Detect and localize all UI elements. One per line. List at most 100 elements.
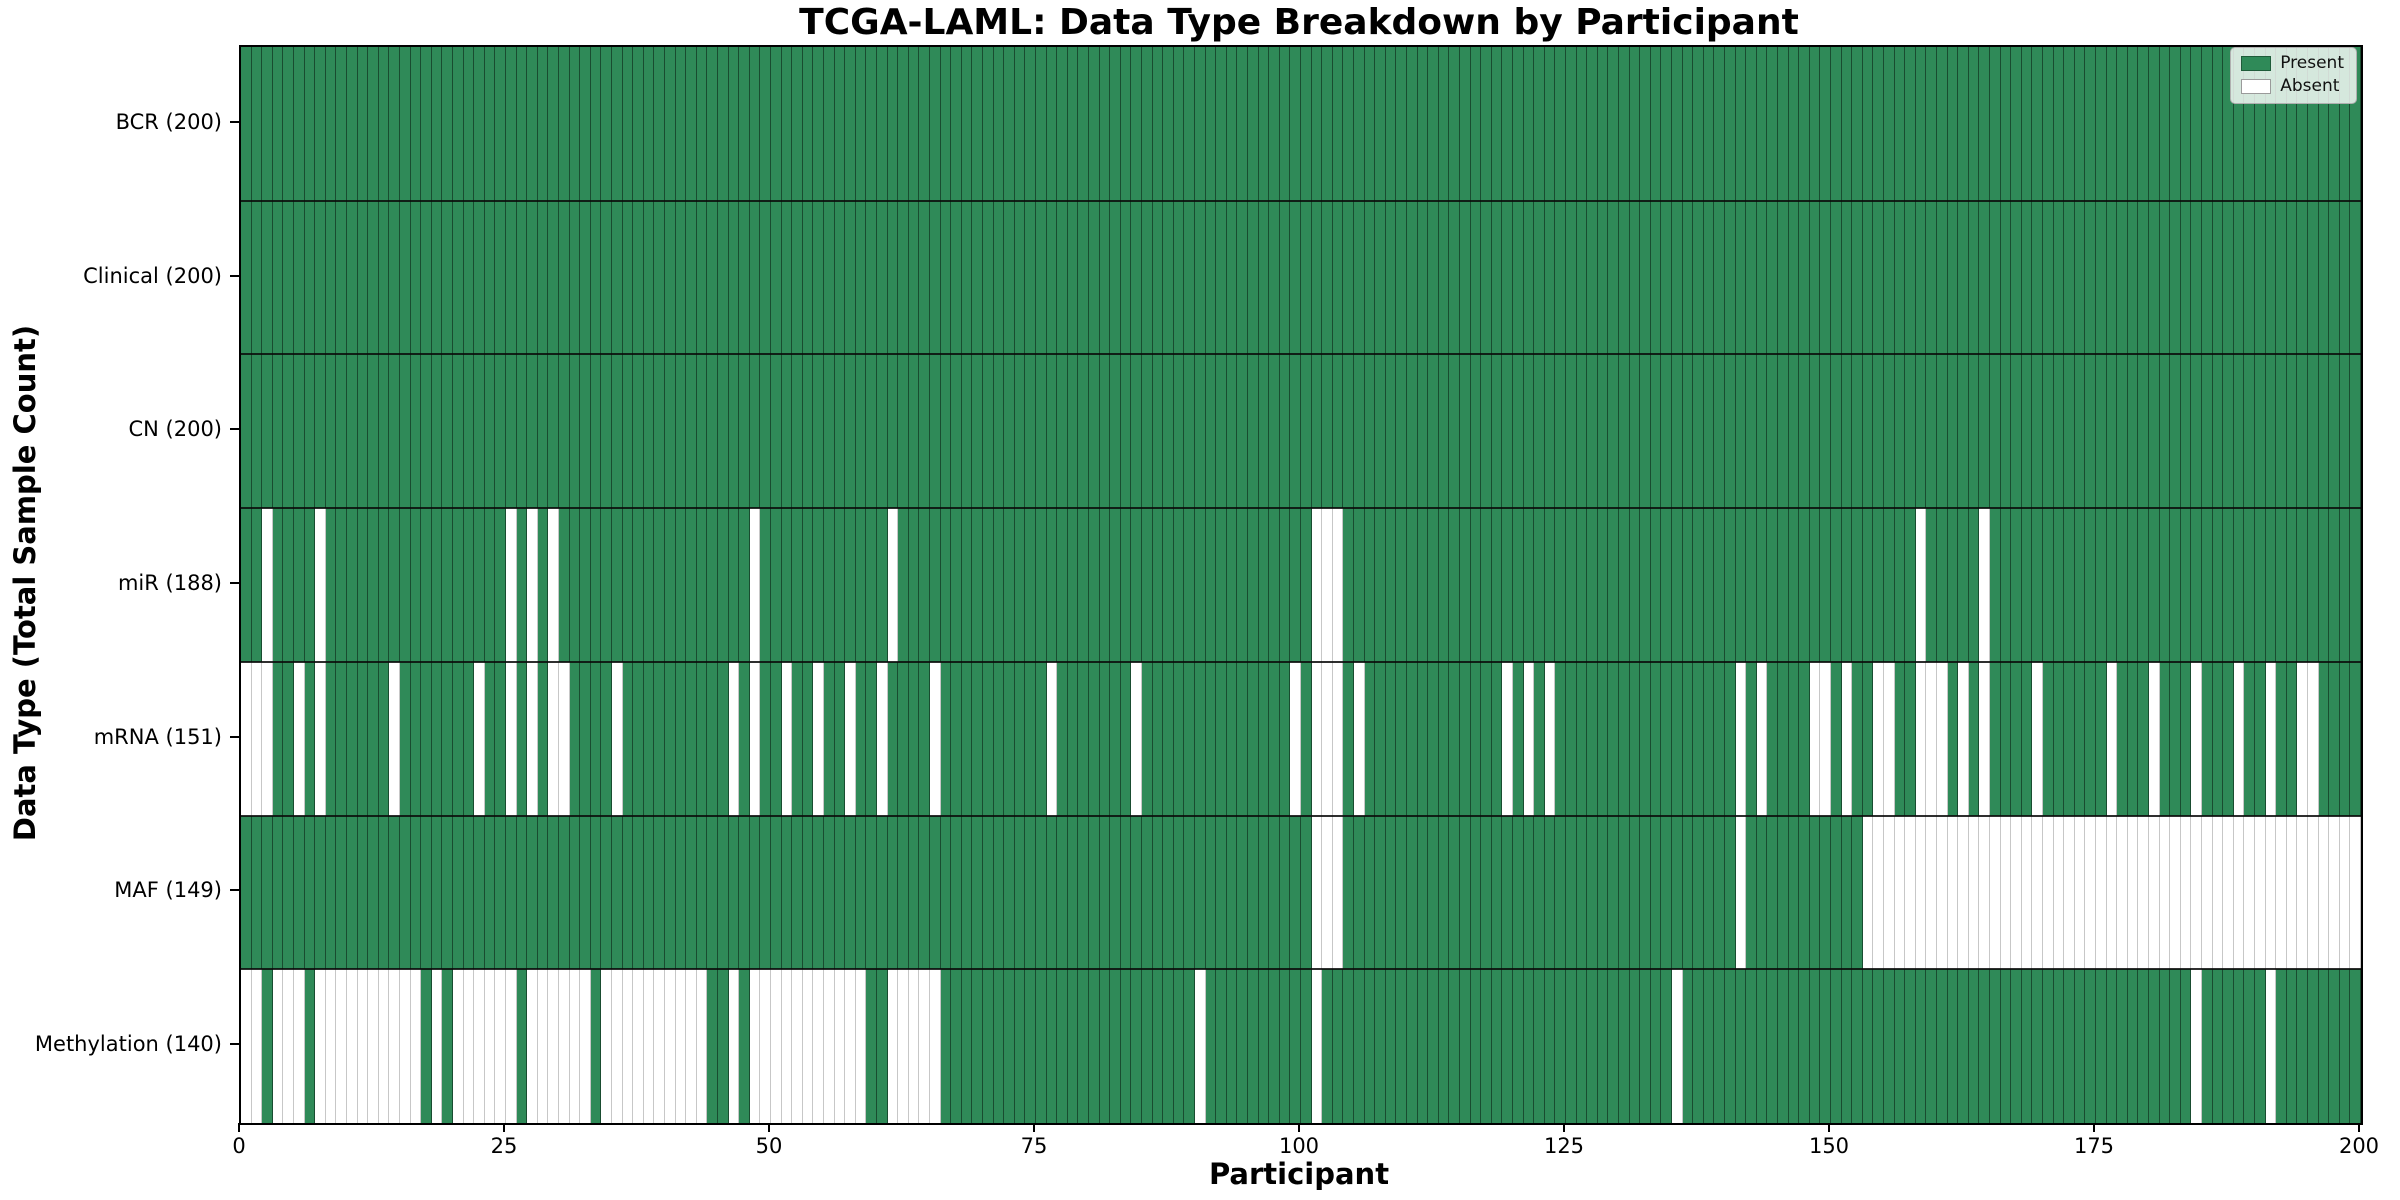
heatmap-cell-present <box>2011 661 2022 816</box>
heatmap-cell-present <box>2117 354 2128 509</box>
heatmap-cell-present <box>940 354 952 509</box>
heatmap-cell-present <box>1937 508 1948 662</box>
heatmap-cell-present <box>1067 47 1079 201</box>
heatmap-cell-present <box>378 815 390 970</box>
heatmap-cell-absent <box>484 969 496 1123</box>
heatmap-cell-present <box>771 200 782 355</box>
heatmap-cell-absent <box>2021 815 2033 970</box>
heatmap-cell-present <box>410 661 422 816</box>
heatmap-cell-present <box>2180 354 2192 509</box>
heatmap-cell-absent <box>2085 815 2096 970</box>
heatmap-cell-present <box>442 969 453 1123</box>
heatmap-cell-present <box>1099 815 1111 970</box>
heatmap-cell-present <box>2170 47 2181 201</box>
heatmap-cell-present <box>1968 661 1980 816</box>
heatmap-cell-present <box>548 47 559 201</box>
heatmap-cell-present <box>378 508 390 662</box>
heatmap-cell-present <box>590 354 602 509</box>
heatmap-cell-absent <box>294 661 305 816</box>
heatmap-cell-present <box>972 47 983 201</box>
heatmap-cell-absent <box>1873 661 1884 816</box>
heatmap-cell-present <box>1756 47 1768 201</box>
heatmap-cell-present <box>357 815 369 970</box>
heatmap-cell-present <box>1491 200 1503 355</box>
heatmap-cell-absent <box>686 969 697 1123</box>
heatmap-cell-present <box>2286 661 2298 816</box>
heatmap-cell-present <box>2212 508 2224 662</box>
heatmap-cell-present <box>2255 354 2266 509</box>
heatmap-cell-present <box>1375 200 1386 355</box>
heatmap-cell-present <box>1576 47 1588 201</box>
heatmap-cell-present <box>590 47 602 201</box>
heatmap-cell-present <box>2329 969 2340 1123</box>
heatmap-cell-present <box>1110 200 1121 355</box>
heatmap-cell-present <box>1290 508 1301 662</box>
heatmap-cell-present <box>1693 508 1704 662</box>
heatmap-cell-absent <box>1523 661 1535 816</box>
heatmap-cell-present <box>2180 661 2192 816</box>
heatmap-cell-present <box>919 200 930 355</box>
heatmap-cell-present <box>537 47 549 201</box>
heatmap-cell-present <box>654 661 665 816</box>
row-separator-line <box>241 507 2361 510</box>
heatmap-cell-present <box>442 200 453 355</box>
heatmap-cell-present <box>1470 969 1482 1123</box>
heatmap-cell-absent <box>453 969 464 1123</box>
heatmap-cell-present <box>1905 200 1916 355</box>
heatmap-cell-present <box>1014 508 1026 662</box>
heatmap-cell-present <box>2350 969 2361 1123</box>
heatmap-cell-present <box>1311 200 1323 355</box>
heatmap-cell-present <box>961 200 973 355</box>
heatmap-cell-present <box>1746 969 1757 1123</box>
heatmap-cell-present <box>633 508 644 662</box>
heatmap-cell-present <box>707 815 718 970</box>
heatmap-cell-present <box>2138 47 2149 201</box>
heatmap-cell-present <box>707 354 718 509</box>
heatmap-cell-absent <box>378 969 390 1123</box>
heatmap-cell-present <box>1968 969 1980 1123</box>
heatmap-cell-present <box>1534 815 1545 970</box>
heatmap-cell-present <box>1693 815 1704 970</box>
x-tick-label-175: 175 <box>2073 1134 2115 1158</box>
heatmap-cell-present <box>251 354 263 509</box>
heatmap-cell-present <box>368 200 379 355</box>
heatmap-cell-present <box>1491 47 1503 201</box>
heatmap-cell-present <box>1587 47 1598 201</box>
heatmap-cell-present <box>262 815 273 970</box>
heatmap-cell-present <box>2308 969 2319 1123</box>
heatmap-cell-present <box>2149 969 2160 1123</box>
heatmap-cell-present <box>251 815 263 970</box>
heatmap-row-clinical <box>241 200 2361 355</box>
heatmap-cell-present <box>1248 354 1259 509</box>
heatmap-cell-present <box>2149 47 2160 201</box>
heatmap-cell-present <box>739 354 750 509</box>
heatmap-cell-absent <box>283 969 294 1123</box>
heatmap-cell-present <box>951 354 962 509</box>
heatmap-cell-present <box>283 47 294 201</box>
heatmap-cell-absent <box>1322 815 1333 970</box>
heatmap-cell-present <box>930 354 941 509</box>
heatmap-cell-present <box>601 815 612 970</box>
heatmap-cell-present <box>1725 200 1736 355</box>
heatmap-cell-present <box>1513 508 1524 662</box>
heatmap-cell-present <box>1460 508 1471 662</box>
heatmap-row-bcr <box>241 47 2361 201</box>
heatmap-cell-present <box>1067 661 1079 816</box>
heatmap-cell-present <box>1004 200 1015 355</box>
heatmap-cell-present <box>1566 47 1577 201</box>
heatmap-cell-absent <box>527 969 538 1123</box>
heatmap-cell-present <box>1990 508 2001 662</box>
heatmap-cell-present <box>1152 969 1164 1123</box>
x-tick-mark <box>1828 1123 1830 1132</box>
heatmap-cell-present <box>1438 815 1450 970</box>
heatmap-cell-present <box>347 508 358 662</box>
heatmap-cell-present <box>1608 47 1619 201</box>
heatmap-cell-present <box>1544 969 1556 1123</box>
heatmap-cell-present <box>2159 200 2171 355</box>
heatmap-cell-present <box>357 47 369 201</box>
heatmap-cell-absent <box>2106 661 2118 816</box>
heatmap-cell-present <box>1597 200 1609 355</box>
heatmap-cell-present <box>537 661 549 816</box>
heatmap-cell-present <box>866 47 877 201</box>
heatmap-cell-present <box>961 354 973 509</box>
